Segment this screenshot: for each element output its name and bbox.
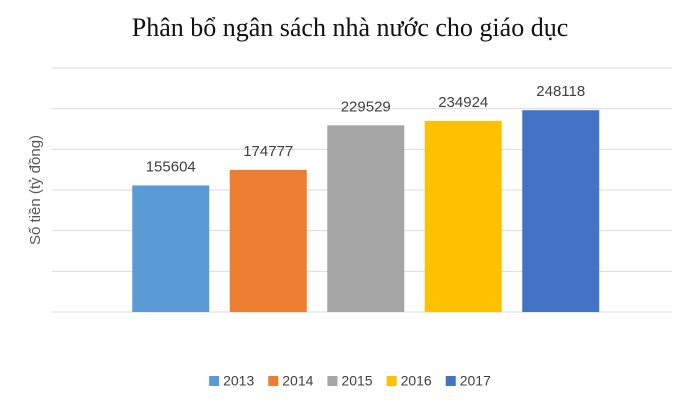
bar [424,120,502,312]
bar [327,125,405,313]
bar [132,185,210,312]
bar [522,110,600,312]
legend-label: 2017 [460,373,491,389]
data-label: 174777 [243,143,293,160]
data-label: 155604 [146,158,196,175]
legend-swatch [386,376,397,386]
data-label: 234924 [438,94,488,111]
legend: 2013 2014 2015 2016 2017 [209,373,491,389]
legend-label: 2016 [401,373,432,389]
legend-label: 2013 [223,373,254,389]
legend-swatch [445,376,456,386]
data-label: 229529 [341,98,391,115]
legend-swatch [268,376,279,386]
data-label: 248118 [536,83,585,100]
legend-swatch [327,376,338,386]
chart-title: Phân bổ ngân sách nhà nước cho giáo dục [132,13,569,42]
y-axis-label: Số tiền (tỷ đồng) [27,135,44,245]
bar [229,169,307,312]
legend-label: 2015 [341,373,372,389]
legend-swatch [209,376,220,386]
legend-label: 2014 [282,373,313,389]
